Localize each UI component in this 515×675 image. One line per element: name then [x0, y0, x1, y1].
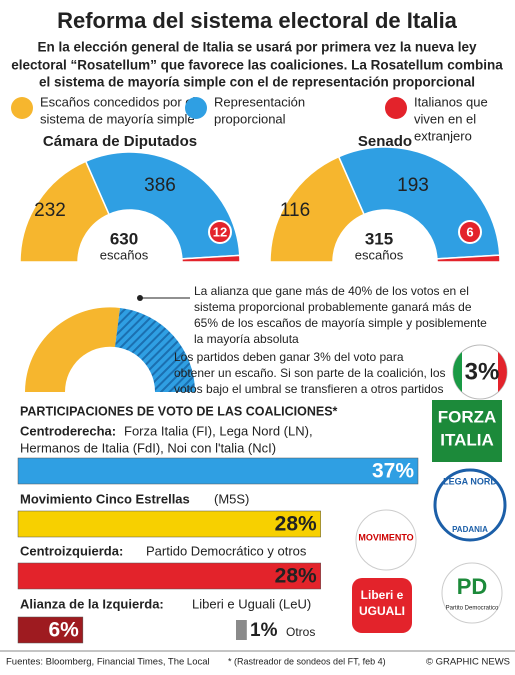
logo-fi [432, 400, 502, 462]
logo-text: PD [457, 574, 488, 599]
logo-text: FORZA [438, 407, 497, 426]
note: sistema proporcional probablemente ganar… [194, 300, 472, 314]
total-label: escaños [355, 247, 404, 262]
note: La alianza que gane más de 40% de los vo… [194, 284, 469, 298]
badge [458, 220, 482, 244]
category-label: Movimiento Cinco Estrellas [20, 491, 190, 506]
logo-lega [433, 468, 507, 542]
subtitle: el sistema de mayoría simple con el de r… [39, 75, 475, 90]
footer-sources: Fuentes: Bloomberg, Financial Times, The… [6, 657, 210, 668]
arrow-dot [137, 295, 143, 301]
threshold: 3% [465, 358, 500, 385]
bar [17, 562, 321, 590]
value-label: 6% [49, 619, 80, 642]
pie-segment [84, 151, 241, 260]
chart-title: PARTICIPACIONES DE VOTO DE LAS COALICION… [20, 404, 338, 418]
footer-note: * (Rastreador de sondeos del FT, feb 4) [228, 656, 386, 666]
segment-label: 116 [280, 200, 310, 221]
legend-swatch [11, 97, 33, 119]
category-label: Centroderecha: [20, 423, 116, 438]
pie-segment [181, 254, 241, 263]
note: 65% de los escaños de mayoría simple y p… [194, 316, 487, 330]
logo-text: LEGA NORD [443, 476, 497, 486]
value-label: 37% [372, 460, 414, 483]
threshold-badge [452, 344, 508, 400]
pie-segment [436, 254, 501, 263]
bar [236, 620, 247, 640]
illus-majority [25, 307, 120, 392]
title: Reforma del sistema electoral de Italia [57, 8, 458, 33]
legend-label: sistema de mayoría simple [40, 111, 195, 126]
note: la mayoría absoluta [194, 332, 299, 346]
bar [17, 616, 84, 644]
total: 315 [365, 229, 393, 248]
logo-leu [352, 578, 412, 633]
total-label: escaños [100, 247, 149, 262]
value-label: 1% [250, 620, 278, 641]
category-label: Otros [286, 625, 315, 639]
logo-text: PADANIA [452, 525, 488, 534]
logo-m5s [355, 509, 417, 571]
legend-label: viven en el [414, 111, 476, 126]
logo-pd [441, 562, 503, 624]
note: votos bajo el umbral se transfieren a ot… [174, 382, 443, 396]
bar [17, 457, 419, 485]
logo-text: UGUALI [359, 604, 405, 618]
subtitle: En la elección general de Italia se usar… [38, 40, 477, 55]
note: obtener un escaño. Si son parte de la co… [174, 366, 446, 380]
legend-swatch [185, 97, 207, 119]
category-detail: Forza Italia (FI), Lega Nord (LN), [124, 423, 313, 438]
logo-text: Liberi e [361, 588, 404, 602]
logo-text: Partito Democratico [446, 606, 499, 612]
chart-title: Senado [358, 133, 412, 150]
category-label: Alianza de la Izquierda: [20, 596, 164, 611]
segment-label: 232 [34, 200, 66, 221]
value-label: 28% [275, 513, 317, 536]
flag-green [453, 352, 462, 392]
badge [208, 220, 232, 244]
category-detail: Partido Democrático y otros [146, 543, 307, 558]
footer-credit: © GRAPHIC NEWS [426, 657, 510, 668]
note: Los partidos deben ganar 3% del voto par… [174, 350, 404, 364]
segment-label: 386 [144, 175, 176, 196]
legend-swatch [385, 97, 407, 119]
legend-label: extranjero [414, 128, 472, 143]
legend-label: Italianos que [414, 94, 488, 109]
legend-label: proporcional [214, 111, 286, 126]
category-detail: Liberi e Uguali (LeU) [192, 596, 311, 611]
chart-title: Cámara de Diputados [43, 133, 197, 150]
legend-label: Representación [214, 94, 305, 109]
value-label: 28% [275, 565, 317, 588]
flag-red [498, 352, 507, 392]
segment-label: 193 [397, 175, 429, 196]
legend-label: Escaños concedidos por el [40, 94, 195, 109]
illus-proportional [115, 308, 195, 392]
category-detail: Hermanos de Italia (FdI), Noi con l'tali… [20, 440, 276, 455]
logo-text: ITALIA [440, 430, 494, 449]
segment-label: 12 [213, 224, 227, 239]
category-label: Centroizquierda: [20, 543, 123, 558]
subtitle: electoral “Rosatellum” que favorece las … [11, 58, 503, 73]
total: 630 [110, 229, 138, 248]
logo-text: MOVIMENTO [358, 532, 413, 542]
segment-label: 6 [466, 224, 473, 239]
category-detail: (M5S) [214, 491, 249, 506]
bar [17, 510, 321, 538]
illustration: 3% FORZA ITALIA LEGA NORD PADANIA MOVIME… [25, 295, 508, 633]
